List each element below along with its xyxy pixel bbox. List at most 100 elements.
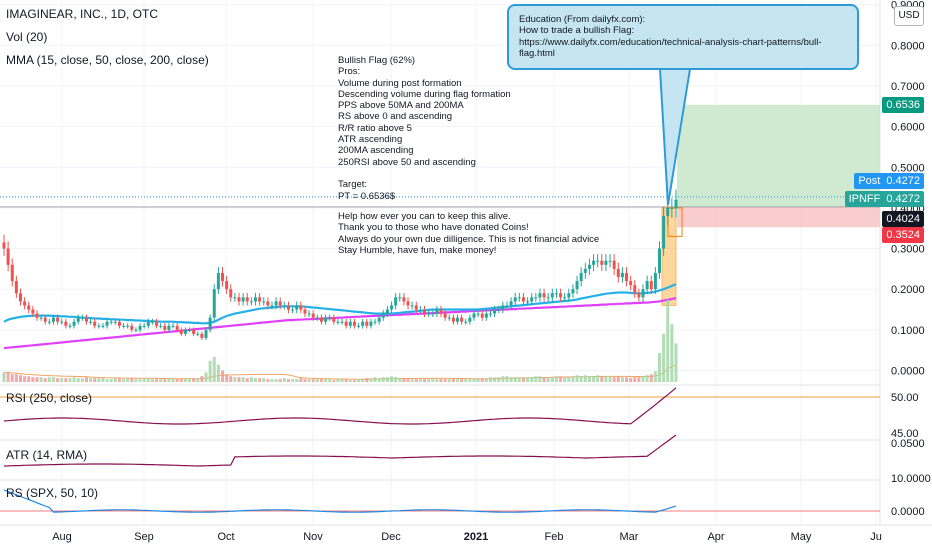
candle-body-64: [266, 301, 270, 306]
candle-body-122: [505, 305, 509, 307]
price-tick-2: 0.7000: [891, 81, 925, 93]
volume-bar-109: [451, 378, 455, 382]
candle-body-55: [229, 289, 233, 298]
candle-body-92: [381, 313, 385, 318]
volume-bar-92: [381, 377, 385, 382]
price-tag-label-2: IPNFF: [848, 192, 881, 205]
candle-body-150: [620, 272, 624, 278]
volume-bar-65: [270, 379, 274, 382]
candle-body-93: [385, 309, 389, 314]
symbol-legend[interactable]: IMAGINEAR, INC., 1D, OTC: [6, 7, 159, 21]
candle-body-68: [282, 305, 286, 307]
volume-bar-105: [435, 379, 439, 382]
setup-note-line-10: [338, 168, 511, 179]
volume-bar-114: [472, 379, 476, 382]
time-tick-4: Dec: [381, 531, 401, 543]
volume-bar-12: [51, 377, 55, 382]
atr-line: [3, 434, 677, 467]
price-tag-2[interactable]: IPNFF 0.4272: [844, 190, 924, 207]
setup-note-line-0: Bullish Flag (62%): [338, 55, 416, 66]
volume-bar-158: [653, 371, 657, 382]
candle-body-118: [488, 313, 492, 315]
time-tick-0: Aug: [52, 531, 72, 543]
rsi-line: [3, 387, 677, 425]
candle-body-1: [6, 248, 10, 265]
volume-bar-9: [39, 377, 43, 382]
volume-bar-20: [84, 377, 88, 382]
price-tick-6: 0.3000: [891, 244, 925, 256]
volume-bar-107: [443, 379, 447, 382]
candle-body-87: [361, 321, 365, 326]
volume-bar-100: [414, 379, 418, 382]
callout-line-1: How to trade a bullish Flag:: [519, 25, 635, 37]
candle-body-44: [183, 329, 187, 334]
candle-body-72: [299, 305, 303, 310]
candle-body-7: [31, 309, 35, 314]
volume-bar-126: [521, 378, 525, 382]
volume-bar-60: [249, 377, 253, 382]
candle-body-142: [587, 264, 591, 269]
volume-bar-86: [357, 379, 361, 382]
mma-legend[interactable]: MMA (15, close, 50, close, 200, close): [6, 53, 209, 67]
candle-body-86: [357, 325, 361, 327]
price-axis[interactable]: 0.90000.80000.70000.60000.50000.40000.30…: [891, 0, 931, 518]
price-tag-3[interactable]: 0.4024: [882, 210, 924, 227]
candle-body-18: [76, 317, 80, 322]
volume-bar-156: [645, 375, 649, 382]
candle-body-141: [583, 268, 587, 273]
volume-bar-13: [56, 378, 60, 382]
candle-body-106: [439, 309, 443, 314]
volume-bar-102: [423, 379, 427, 382]
candle-body-29: [122, 325, 126, 327]
mma200-line: [3, 297, 677, 350]
candle-body-81: [336, 321, 340, 323]
volume-bar-64: [266, 379, 270, 382]
candle-body-124: [513, 297, 517, 302]
candle-body-80: [332, 317, 336, 322]
time-axis[interactable]: Aug Sep Oct Nov Dec 2021 Feb Mar Apr May Ju: [52, 531, 882, 543]
candle-body-159: [658, 248, 662, 273]
candle-body-75: [311, 313, 315, 318]
volume-bar-73: [303, 379, 307, 382]
atr-legend[interactable]: ATR (14, RMA): [6, 448, 88, 462]
volume-bar-42: [175, 379, 179, 382]
candle-body-96: [398, 297, 402, 299]
volume-bar-133: [550, 377, 554, 382]
education-callout[interactable]: Education (From dailyfx.com): How to trad…: [507, 4, 859, 70]
candle-body-102: [423, 309, 427, 314]
price-tag-4[interactable]: 0.3524: [882, 227, 924, 244]
price-tick-4: 0.5000: [891, 162, 925, 174]
price-tag-1[interactable]: Post 0.4272: [854, 172, 924, 189]
candle-body-114: [472, 313, 476, 318]
callout-line-0: Education (From dailyfx.com):: [519, 14, 646, 25]
rsi-legend[interactable]: RSI (250, close): [6, 391, 93, 405]
candle-body-0: [2, 242, 6, 249]
volume-bar-34: [142, 378, 146, 382]
volume-bar-28: [117, 378, 121, 382]
candle-body-158: [653, 272, 657, 290]
candle-body-147: [608, 260, 612, 262]
candle-body-47: [196, 333, 200, 335]
candle-body-69: [286, 305, 290, 310]
candle-body-40: [167, 325, 171, 330]
candle-body-2: [10, 264, 14, 282]
volume-bar-36: [150, 379, 154, 382]
candle-body-148: [612, 260, 616, 269]
currency-button[interactable]: USD: [894, 6, 924, 26]
volume-bar-143: [592, 376, 596, 382]
rs-legend[interactable]: RS (SPX, 50, 10): [6, 486, 99, 500]
candle-body-19: [80, 317, 84, 319]
volume-bar-138: [571, 376, 575, 382]
volume-legend[interactable]: Vol (20): [6, 30, 48, 44]
price-tag-0[interactable]: 0.6536: [882, 96, 924, 113]
volume-bar-111: [460, 379, 464, 382]
volume-bar-112: [464, 379, 468, 382]
setup-note-line-2: Volume during post formation: [338, 77, 462, 89]
candle-body-151: [625, 272, 629, 282]
target-zone: [677, 104, 880, 207]
candle-body-76: [315, 317, 319, 319]
volume-bar-3: [14, 374, 18, 382]
volume-bar-147: [608, 376, 612, 382]
volume-bar-80: [332, 380, 336, 382]
